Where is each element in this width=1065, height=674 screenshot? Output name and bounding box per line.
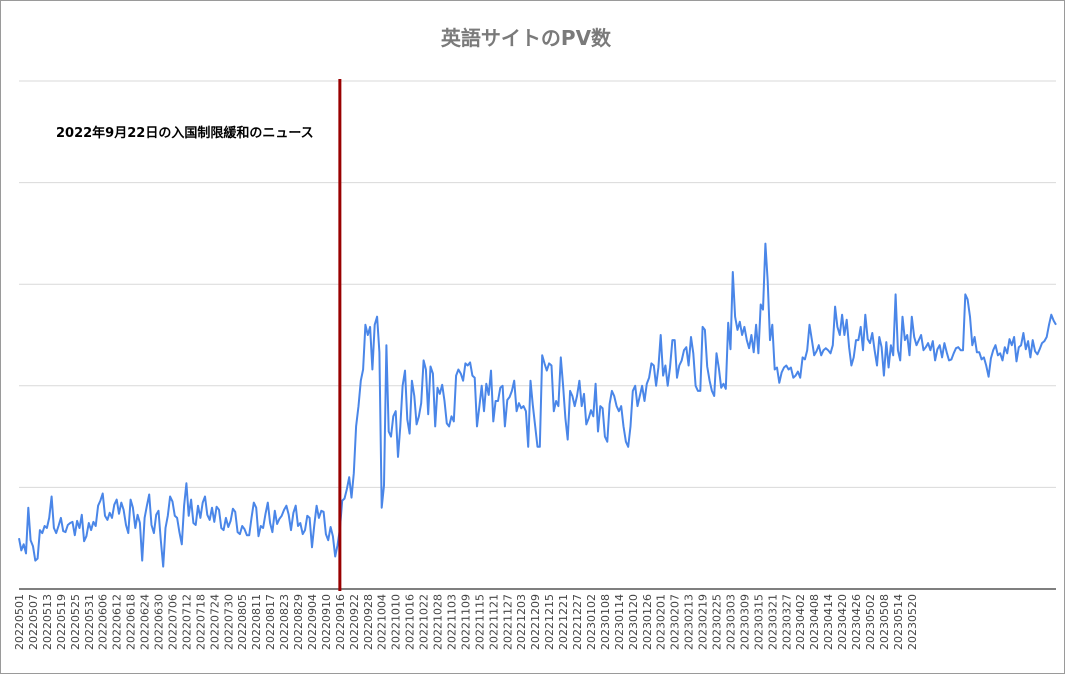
x-tick-label: 20220624	[139, 594, 152, 650]
x-tick-label: 20221010	[390, 594, 403, 650]
x-tick-label: 20230327	[780, 594, 793, 650]
x-axis-ticks: 20220501 20220507 20220513 20220519 20220525…	[13, 594, 919, 650]
x-tick-label: 20230321	[766, 594, 779, 650]
x-tick-label: 20230414	[822, 594, 835, 650]
x-tick-label: 20220718	[194, 594, 207, 650]
x-tick-label: 20230309	[738, 594, 751, 650]
x-tick-label: 20221004	[376, 594, 389, 650]
x-tick-label: 20220519	[55, 594, 68, 650]
x-tick-label: 20220922	[348, 594, 361, 650]
x-tick-label: 20230408	[808, 594, 821, 650]
x-tick-label: 20220501	[13, 594, 26, 650]
x-tick-label: 20221115	[473, 594, 486, 650]
x-tick-label: 20221203	[515, 594, 528, 650]
x-tick-label: 20230508	[878, 594, 891, 650]
x-tick-label: 20220513	[41, 594, 54, 650]
chart-title: 英語サイトのPV数	[441, 26, 612, 50]
x-tick-label: 20220612	[111, 594, 124, 650]
x-tick-label: 20230315	[752, 594, 765, 650]
x-tick-label: 20220904	[306, 594, 319, 650]
x-tick-label: 20220829	[292, 594, 305, 650]
x-tick-label: 20220706	[166, 594, 179, 650]
x-tick-label: 20221209	[529, 594, 542, 650]
x-tick-label: 20230502	[864, 594, 877, 650]
x-tick-label: 20230225	[711, 594, 724, 650]
x-tick-label: 20230303	[724, 594, 737, 650]
series-line	[18, 242, 1057, 568]
x-tick-label: 20221103	[445, 594, 458, 650]
x-tick-label: 20220910	[320, 594, 333, 650]
x-tick-label: 20221221	[557, 594, 570, 650]
x-tick-label: 20230426	[850, 594, 863, 650]
x-tick-label: 20230213	[683, 594, 696, 650]
x-tick-label: 20221022	[418, 594, 431, 650]
x-tick-label: 20221227	[571, 594, 584, 650]
x-tick-label: 20230114	[613, 594, 626, 650]
x-tick-label: 20220928	[362, 594, 375, 650]
x-tick-label: 20220630	[153, 594, 166, 650]
x-tick-label: 20221028	[432, 594, 445, 650]
x-tick-label: 20220805	[236, 594, 249, 650]
x-tick-label: 20220916	[334, 594, 347, 650]
x-tick-label: 20230207	[669, 594, 682, 650]
x-tick-label: 20220531	[83, 594, 96, 650]
x-tick-label: 20230402	[794, 594, 807, 650]
x-tick-label: 20220525	[69, 594, 82, 650]
x-tick-label: 20230126	[641, 594, 654, 650]
x-tick-label: 20221215	[543, 594, 556, 650]
x-tick-label: 20221127	[501, 594, 514, 650]
gridlines	[19, 80, 1056, 590]
x-tick-label: 20230219	[697, 594, 710, 650]
x-tick-label: 20220712	[180, 594, 193, 650]
x-tick-label: 20220724	[208, 594, 221, 650]
x-tick-label: 20220507	[27, 594, 40, 650]
x-tick-label: 20230514	[892, 594, 905, 650]
x-tick-label: 20220730	[222, 594, 235, 650]
x-tick-label: 20230108	[599, 594, 612, 650]
x-tick-label: 20221109	[459, 594, 472, 650]
x-tick-label: 20221016	[404, 594, 417, 650]
x-tick-label: 20220618	[125, 594, 138, 650]
x-tick-label: 20230520	[906, 594, 919, 650]
x-tick-label: 20230201	[655, 594, 668, 650]
x-tick-label: 20220817	[264, 594, 277, 650]
x-tick-label: 20230420	[836, 594, 849, 650]
x-tick-label: 20221121	[487, 594, 500, 650]
x-tick-label: 20220606	[97, 594, 110, 650]
annotation-label: 2022年9月22日の入国制限緩和のニュース	[56, 125, 314, 141]
x-tick-label: 20220811	[250, 594, 263, 650]
x-tick-label: 20230102	[585, 594, 598, 650]
x-tick-label: 20220823	[278, 594, 291, 650]
x-tick-label: 20230120	[627, 594, 640, 650]
